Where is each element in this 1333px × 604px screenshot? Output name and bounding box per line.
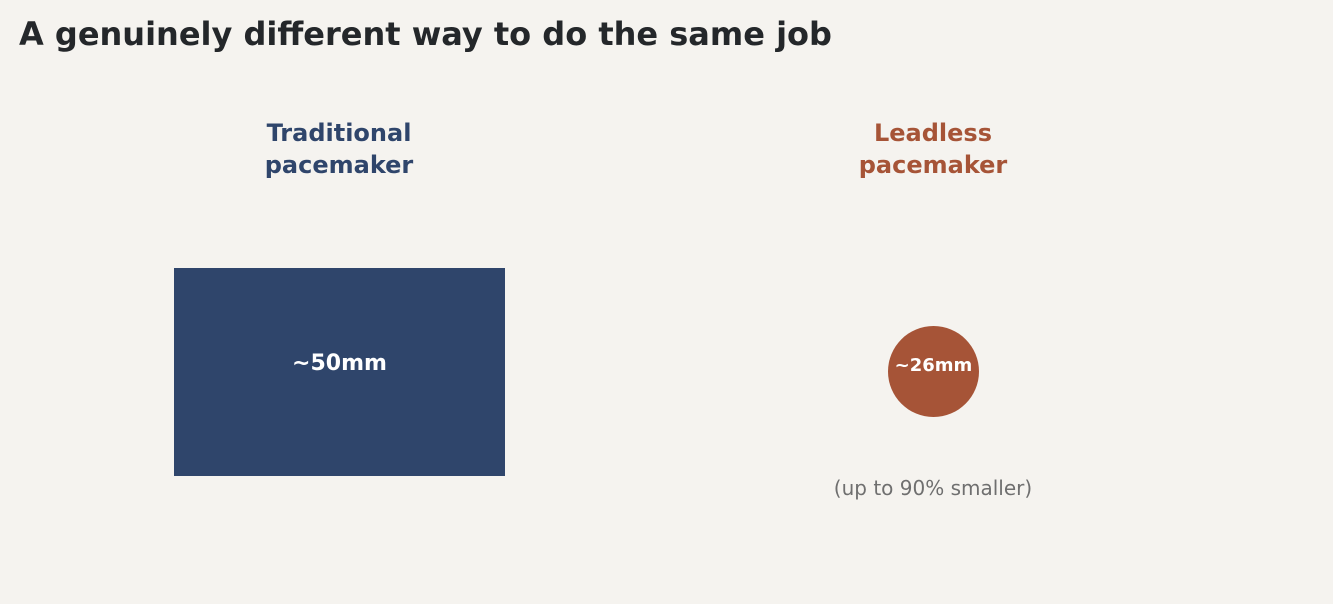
leadless-heading-line1: Leadless: [873, 119, 993, 147]
size-comparison-note: (up to 90% smaller): [833, 476, 1033, 500]
traditional-pacemaker-shape: ~50mm: [174, 268, 505, 476]
page-title: A genuinely different way to do the same…: [19, 15, 832, 53]
traditional-heading-line1: Traditional: [266, 119, 412, 147]
leadless-heading-line2: pacemaker: [858, 151, 1008, 179]
leadless-pacemaker-shape: ~26mm: [888, 326, 979, 417]
leadless-pacemaker-heading: Leadless pacemaker: [783, 117, 1083, 181]
traditional-pacemaker-heading: Traditional pacemaker: [189, 117, 489, 181]
leadless-size-label: ~26mm: [894, 355, 973, 376]
traditional-size-label: ~50mm: [292, 351, 387, 376]
traditional-heading-line2: pacemaker: [264, 151, 414, 179]
